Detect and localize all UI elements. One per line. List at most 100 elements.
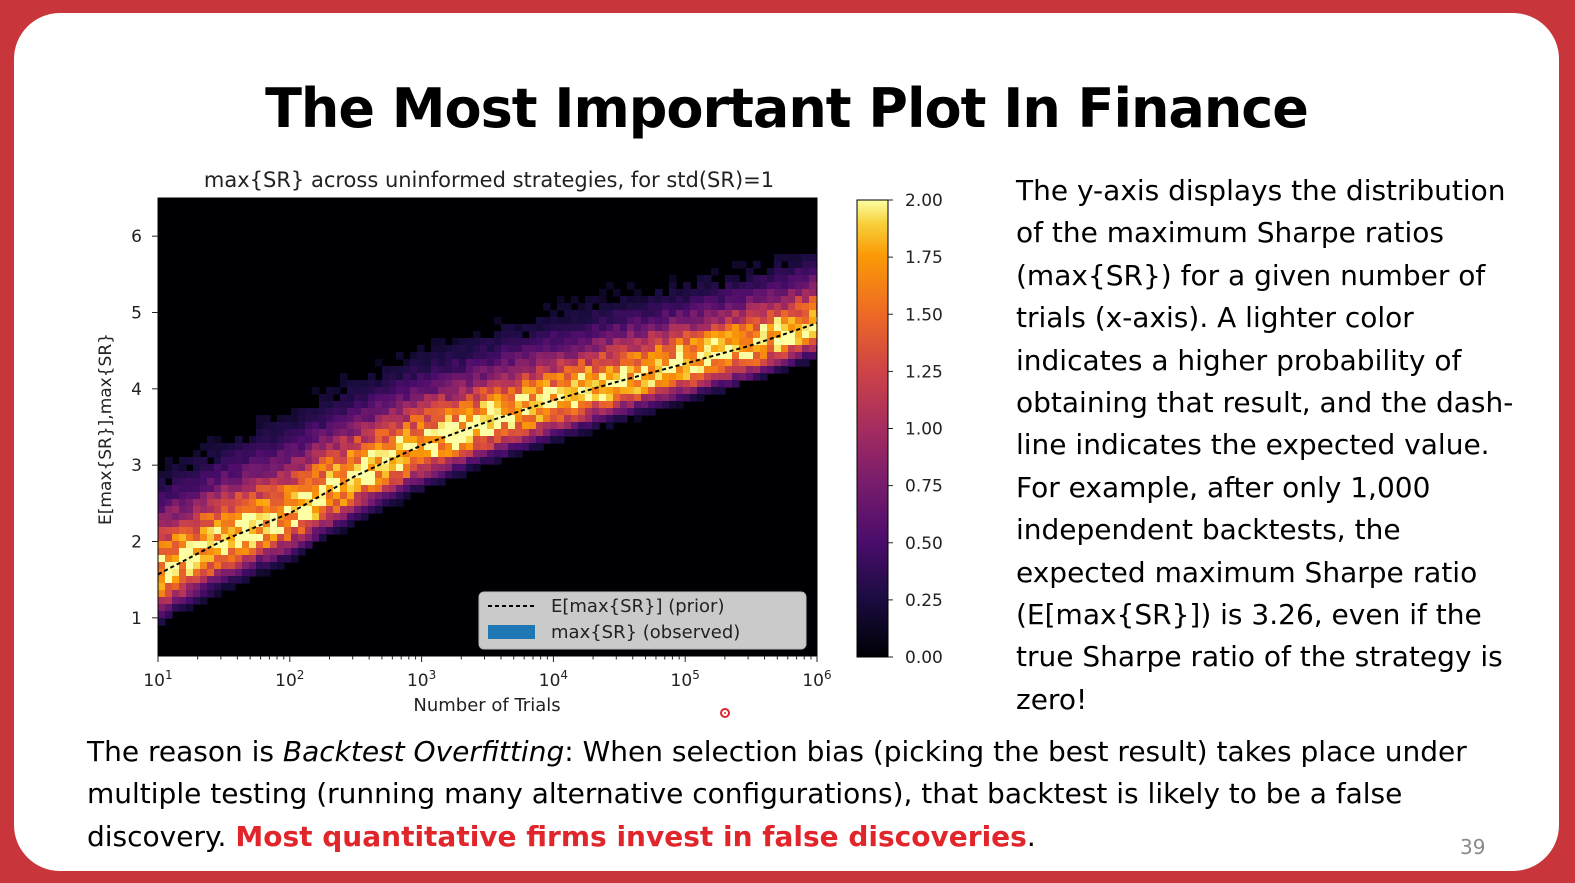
heat-cell bbox=[508, 352, 516, 360]
heat-cell bbox=[599, 324, 607, 332]
heat-cell bbox=[270, 436, 278, 444]
heat-cell bbox=[165, 457, 173, 465]
heat-cell bbox=[620, 310, 628, 318]
heat-cell bbox=[438, 387, 446, 395]
heat-cell bbox=[788, 324, 796, 332]
heat-cell bbox=[347, 520, 355, 528]
heat-cell bbox=[802, 268, 810, 276]
heat-cell bbox=[158, 471, 166, 479]
heat-cell bbox=[424, 401, 432, 409]
heat-cell bbox=[165, 534, 173, 542]
heat-cell bbox=[683, 359, 691, 367]
heat-cell bbox=[508, 436, 516, 444]
heat-cell bbox=[347, 422, 355, 430]
heat-cell bbox=[760, 359, 768, 367]
heat-cell bbox=[158, 618, 166, 626]
conclusion-text: The reason is Backtest Overfitting: When… bbox=[87, 731, 1527, 858]
heat-cell bbox=[606, 331, 614, 339]
heat-cell bbox=[459, 366, 467, 374]
heat-cell bbox=[669, 387, 677, 395]
heat-cell bbox=[515, 352, 523, 360]
heat-cell bbox=[802, 352, 810, 360]
heat-cell bbox=[508, 415, 516, 423]
heat-cell bbox=[214, 569, 222, 577]
heat-cell bbox=[172, 583, 180, 591]
heat-cell bbox=[669, 380, 677, 388]
heat-cell bbox=[270, 541, 278, 549]
heat-cell bbox=[592, 408, 600, 416]
heat-cell bbox=[564, 331, 572, 339]
heat-cell bbox=[298, 541, 306, 549]
heat-cell bbox=[172, 520, 180, 528]
heat-cell bbox=[298, 450, 306, 458]
heat-cell bbox=[242, 555, 250, 563]
heat-cell bbox=[690, 394, 698, 402]
heat-cell bbox=[242, 569, 250, 577]
heat-cell bbox=[781, 317, 789, 325]
heat-cell bbox=[634, 359, 642, 367]
heat-cell bbox=[347, 408, 355, 416]
heat-cell bbox=[256, 478, 264, 486]
heat-cell bbox=[452, 338, 460, 346]
heat-cell bbox=[683, 394, 691, 402]
heat-cell bbox=[214, 485, 222, 493]
heat-cell bbox=[235, 436, 243, 444]
heat-cell bbox=[536, 380, 544, 388]
heat-cell bbox=[732, 366, 740, 374]
heat-cell bbox=[291, 527, 299, 535]
heat-cell bbox=[277, 506, 285, 514]
heat-cell bbox=[739, 338, 747, 346]
heat-cell bbox=[732, 289, 740, 297]
heat-cell bbox=[564, 394, 572, 402]
heat-cell bbox=[487, 422, 495, 430]
heat-cell bbox=[543, 394, 551, 402]
heat-cell bbox=[312, 499, 320, 507]
heat-cell bbox=[326, 436, 334, 444]
heat-cell bbox=[543, 359, 551, 367]
heat-cell bbox=[221, 548, 229, 556]
heat-cell bbox=[578, 317, 586, 325]
heat-cell bbox=[319, 478, 327, 486]
heat-cell bbox=[655, 289, 663, 297]
heat-cell bbox=[438, 443, 446, 451]
heat-cell bbox=[480, 338, 488, 346]
heat-cell bbox=[354, 513, 362, 521]
heat-cell bbox=[242, 513, 250, 521]
heat-cell bbox=[214, 450, 222, 458]
heat-cell bbox=[522, 387, 530, 395]
heat-cell bbox=[305, 492, 313, 500]
heat-cell bbox=[620, 373, 628, 381]
heat-cell bbox=[347, 415, 355, 423]
heat-cell bbox=[774, 345, 782, 353]
heat-cell bbox=[760, 317, 768, 325]
heat-cell bbox=[543, 436, 551, 444]
heat-cell bbox=[361, 478, 369, 486]
heat-cell bbox=[228, 471, 236, 479]
heat-cell bbox=[599, 317, 607, 325]
heat-cell bbox=[795, 345, 803, 353]
heat-cell bbox=[431, 429, 439, 437]
heat-cell bbox=[494, 387, 502, 395]
heat-cell bbox=[172, 597, 180, 605]
heat-cell bbox=[347, 387, 355, 395]
heat-cell bbox=[235, 534, 243, 542]
heat-cell bbox=[473, 345, 481, 353]
heat-cell bbox=[557, 303, 565, 311]
heat-cell bbox=[256, 506, 264, 514]
heat-cell bbox=[753, 338, 761, 346]
heat-cell bbox=[536, 422, 544, 430]
heat-cell bbox=[711, 296, 719, 304]
heat-cell bbox=[522, 408, 530, 416]
heat-cell bbox=[459, 352, 467, 360]
heat-cell bbox=[501, 429, 509, 437]
heat-cell bbox=[270, 422, 278, 430]
heat-cell bbox=[452, 436, 460, 444]
heat-cell bbox=[228, 527, 236, 535]
heat-cell bbox=[214, 541, 222, 549]
heat-cell bbox=[179, 569, 187, 577]
heat-cell bbox=[389, 373, 397, 381]
heat-cell bbox=[319, 534, 327, 542]
heat-cell bbox=[522, 429, 530, 437]
heat-cell bbox=[284, 555, 292, 563]
heat-cell bbox=[207, 590, 215, 598]
